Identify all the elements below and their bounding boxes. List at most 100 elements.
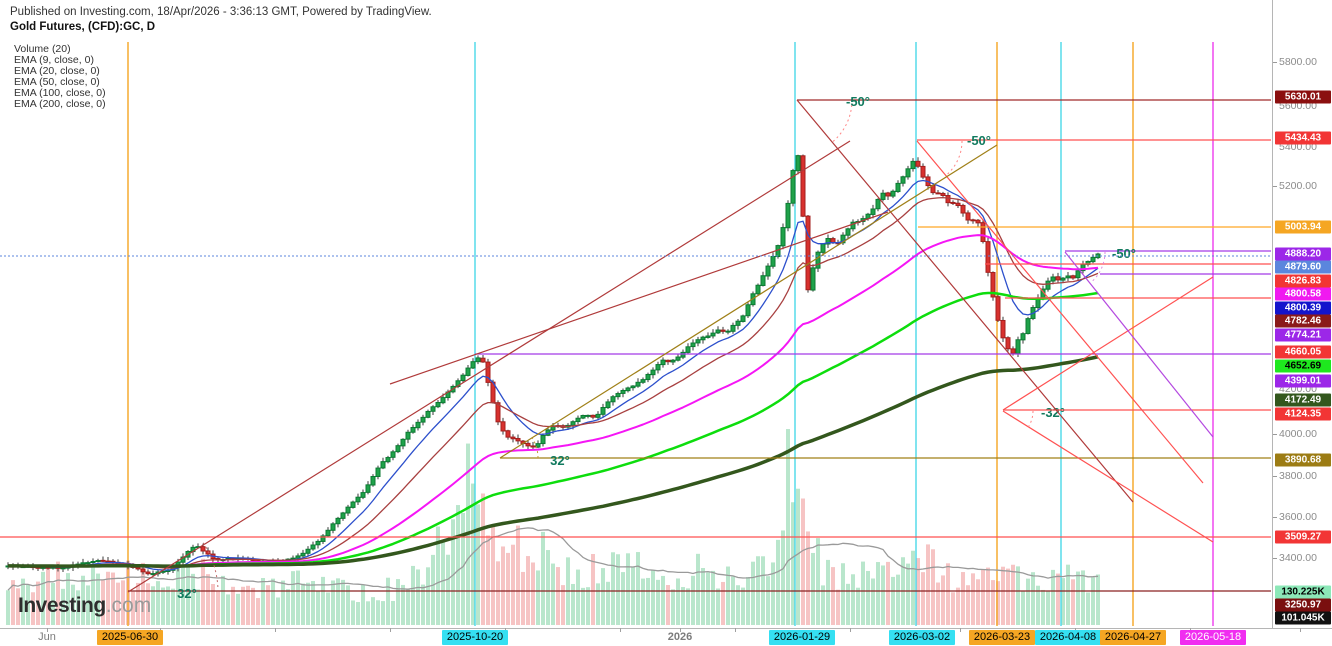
volume-bar [956,587,960,625]
volume-bar [946,563,950,625]
volume-bar [691,575,695,625]
volume-bar [811,552,815,625]
candle-body [710,332,716,337]
candle-body [800,155,806,217]
volume-bar [571,583,575,625]
candle-body [410,426,416,433]
volume-bar [536,570,540,625]
volume-bar [261,578,265,625]
volume-bar [21,578,25,625]
candle-body [1055,276,1061,281]
candle-body [655,364,661,371]
candle-body [305,548,311,554]
volume-bar [211,584,215,625]
volume-bar [1031,572,1035,625]
volume-bar [331,580,335,625]
time-label: Jun [38,631,56,643]
candle-body [665,359,671,363]
candle-body [575,417,581,423]
volume-bar [1026,578,1030,625]
candle-body [720,329,726,332]
candle-body [1090,256,1096,263]
ema-20-line [7,196,1099,569]
volume-bar [101,580,105,625]
candle-body [365,484,371,493]
indicator-legend: Volume (20) EMA (9, close, 0) EMA (20, clo… [14,44,106,110]
volume-bar [936,582,940,625]
volume-bar [796,488,800,625]
volume-bar [776,539,780,625]
candle-body [760,275,766,286]
candle-body [785,202,791,229]
candle-body [335,517,341,525]
volume-bar [246,585,250,625]
candle-body [200,546,206,552]
volume-bar [391,600,395,625]
volume-bar [651,569,655,625]
volume-bar [541,531,545,625]
volume-bar [641,578,645,625]
price-label-chip: 4782.46 [1275,314,1331,328]
candle-body [440,397,446,404]
volume-bar [51,582,55,625]
volume-bar [701,568,705,625]
price-label-chip: 5003.94 [1275,220,1331,234]
volume-bar [561,585,565,625]
volume-bar [1086,592,1090,625]
volume-bar [451,519,455,625]
volume-bar [121,580,125,625]
candle-body [895,182,901,193]
volume-bar [346,585,350,625]
volume-bar [1006,568,1010,625]
volume-bar [76,590,80,625]
volume-bar [621,572,625,625]
volume-bar [371,597,375,625]
price-tick-dash [1273,186,1277,187]
volume-bar [986,567,990,625]
volume-bar [931,549,935,625]
volume-bar [1011,564,1015,625]
volume-bar [921,572,925,625]
volume-bar [11,580,15,625]
volume-bar [821,585,825,625]
volume-bar [491,524,495,625]
candle-body [380,461,386,469]
time-label-chip: 2026-05-18 [1180,630,1246,645]
volume-bar [1041,589,1045,625]
volume-bar [511,544,515,625]
candle-body [465,367,471,376]
volume-bar [786,429,790,625]
candle-body [620,389,626,394]
volume-bar [666,584,670,625]
candle-body [1065,275,1071,279]
time-label-chip: 2026-04-08 [1035,630,1101,645]
volume-bar [581,587,585,625]
candle-body [330,523,336,531]
volume-bar [196,589,200,625]
volume-bar [366,601,370,625]
time-axis: Jun 2026 2025-06-30 2025-10-20 2026-01-29 202… [0,628,1332,646]
legend-item-1: EMA (9, close, 0) [14,54,94,66]
candle-body [495,402,501,423]
candle-body [525,442,531,447]
trend-line [389,211,889,385]
volume-bar [941,575,945,625]
candle-body [815,251,821,269]
candle-body [350,501,356,508]
price-label-chip: 4652.69 [1275,359,1331,373]
volume-bar [716,588,720,625]
candle-body [605,401,611,409]
candle-body [780,227,786,247]
volume-bar [736,585,740,625]
candle-body [420,416,426,423]
volume-bar [1056,573,1060,625]
candle-body [660,359,666,366]
candle-body [970,219,976,222]
candle-body [295,555,301,559]
candle-body [105,560,111,563]
candle-body [530,445,536,448]
volume-bar [361,584,365,625]
volume-bar [406,589,410,625]
angle-label: -50° [967,133,991,148]
volume-bar [46,567,50,625]
